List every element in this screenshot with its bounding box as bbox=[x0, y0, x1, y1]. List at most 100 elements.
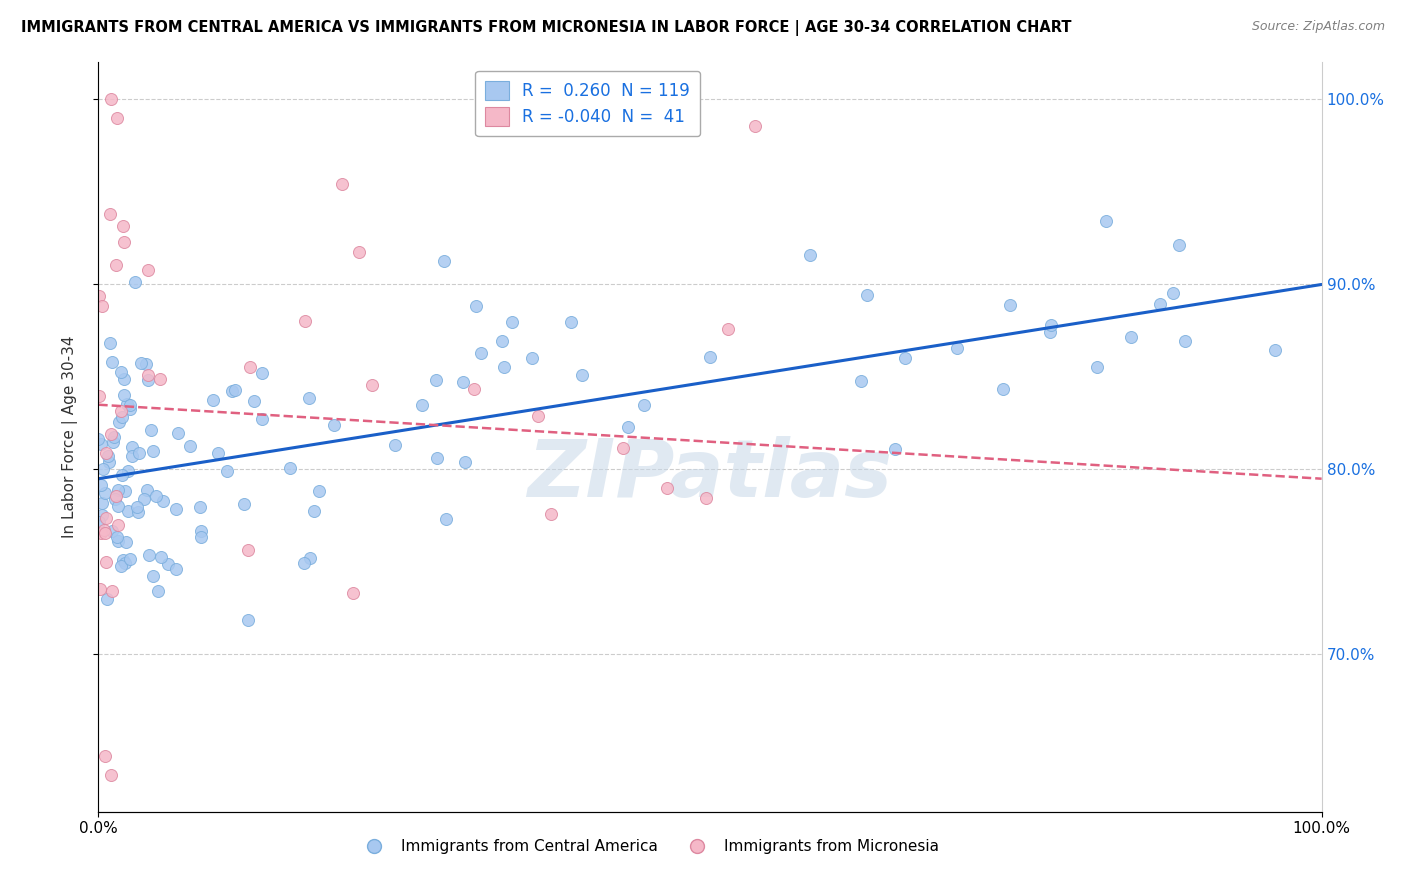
Point bbox=[115, 534, 138, 549]
Point bbox=[104, 489, 127, 503]
Point bbox=[717, 322, 740, 336]
Point bbox=[142, 443, 165, 458]
Point bbox=[883, 442, 905, 456]
Point bbox=[98, 207, 121, 221]
Point bbox=[87, 433, 110, 447]
Point bbox=[114, 483, 136, 498]
Legend: Immigrants from Central America, Immigrants from Micronesia: Immigrants from Central America, Immigra… bbox=[353, 833, 945, 860]
Point bbox=[128, 446, 150, 460]
Point bbox=[1264, 343, 1286, 358]
Point bbox=[1121, 330, 1143, 344]
Point bbox=[114, 235, 136, 249]
Point bbox=[112, 553, 135, 567]
Point bbox=[221, 384, 243, 398]
Point bbox=[94, 446, 117, 460]
Point bbox=[131, 356, 153, 370]
Point bbox=[250, 366, 273, 380]
Point bbox=[90, 437, 112, 451]
Point bbox=[127, 505, 149, 519]
Point bbox=[101, 524, 124, 539]
Point bbox=[349, 244, 371, 259]
Point bbox=[103, 430, 125, 444]
Point bbox=[491, 334, 513, 348]
Point bbox=[97, 449, 120, 463]
Point bbox=[207, 446, 229, 460]
Point bbox=[1085, 360, 1108, 375]
Point bbox=[138, 549, 160, 563]
Point bbox=[112, 388, 135, 402]
Point bbox=[165, 502, 187, 516]
Point bbox=[426, 450, 449, 465]
Point bbox=[494, 359, 516, 374]
Point bbox=[100, 426, 122, 441]
Point bbox=[110, 365, 132, 379]
Point bbox=[1039, 325, 1062, 339]
Point bbox=[695, 491, 717, 505]
Text: IMMIGRANTS FROM CENTRAL AMERICA VS IMMIGRANTS FROM MICRONESIA IN LABOR FORCE | A: IMMIGRANTS FROM CENTRAL AMERICA VS IMMIG… bbox=[21, 20, 1071, 36]
Point bbox=[90, 478, 112, 492]
Point bbox=[90, 508, 112, 522]
Point bbox=[110, 559, 132, 574]
Point bbox=[136, 263, 159, 277]
Point bbox=[100, 768, 122, 782]
Point bbox=[90, 496, 112, 510]
Point bbox=[93, 523, 115, 537]
Point bbox=[107, 518, 129, 533]
Point bbox=[89, 515, 111, 529]
Point bbox=[540, 507, 562, 521]
Point bbox=[451, 375, 474, 389]
Point bbox=[94, 525, 117, 540]
Point bbox=[87, 389, 110, 403]
Point bbox=[89, 582, 111, 596]
Point bbox=[243, 393, 266, 408]
Point bbox=[101, 435, 124, 450]
Point bbox=[167, 426, 190, 441]
Point bbox=[93, 485, 115, 500]
Point bbox=[142, 569, 165, 583]
Point bbox=[322, 417, 344, 432]
Point bbox=[108, 415, 131, 429]
Point bbox=[302, 504, 325, 518]
Point bbox=[150, 549, 173, 564]
Point bbox=[91, 299, 114, 313]
Text: Source: ZipAtlas.com: Source: ZipAtlas.com bbox=[1251, 20, 1385, 33]
Point bbox=[146, 583, 169, 598]
Point bbox=[998, 298, 1021, 312]
Point bbox=[152, 494, 174, 508]
Point bbox=[233, 497, 256, 511]
Point bbox=[149, 372, 172, 386]
Point bbox=[111, 410, 134, 425]
Point bbox=[215, 464, 238, 478]
Point bbox=[993, 382, 1015, 396]
Point bbox=[110, 403, 132, 417]
Point bbox=[141, 423, 163, 437]
Point bbox=[239, 360, 262, 375]
Point bbox=[342, 585, 364, 599]
Point bbox=[946, 341, 969, 355]
Point bbox=[280, 460, 302, 475]
Point bbox=[136, 368, 159, 382]
Point bbox=[425, 373, 447, 387]
Point bbox=[308, 483, 330, 498]
Point bbox=[361, 378, 384, 392]
Point bbox=[98, 335, 121, 350]
Point bbox=[188, 500, 211, 514]
Point bbox=[744, 119, 766, 133]
Point bbox=[298, 550, 321, 565]
Point bbox=[560, 315, 582, 329]
Point bbox=[657, 481, 679, 495]
Point bbox=[136, 373, 159, 387]
Point bbox=[103, 491, 125, 506]
Point bbox=[501, 315, 523, 329]
Point bbox=[411, 398, 433, 412]
Point bbox=[134, 492, 156, 507]
Point bbox=[434, 512, 457, 526]
Point bbox=[117, 504, 139, 518]
Point bbox=[298, 391, 321, 405]
Point bbox=[1161, 285, 1184, 300]
Point bbox=[202, 392, 225, 407]
Point bbox=[165, 562, 187, 576]
Point bbox=[107, 500, 129, 514]
Point bbox=[117, 397, 139, 411]
Point bbox=[1149, 297, 1171, 311]
